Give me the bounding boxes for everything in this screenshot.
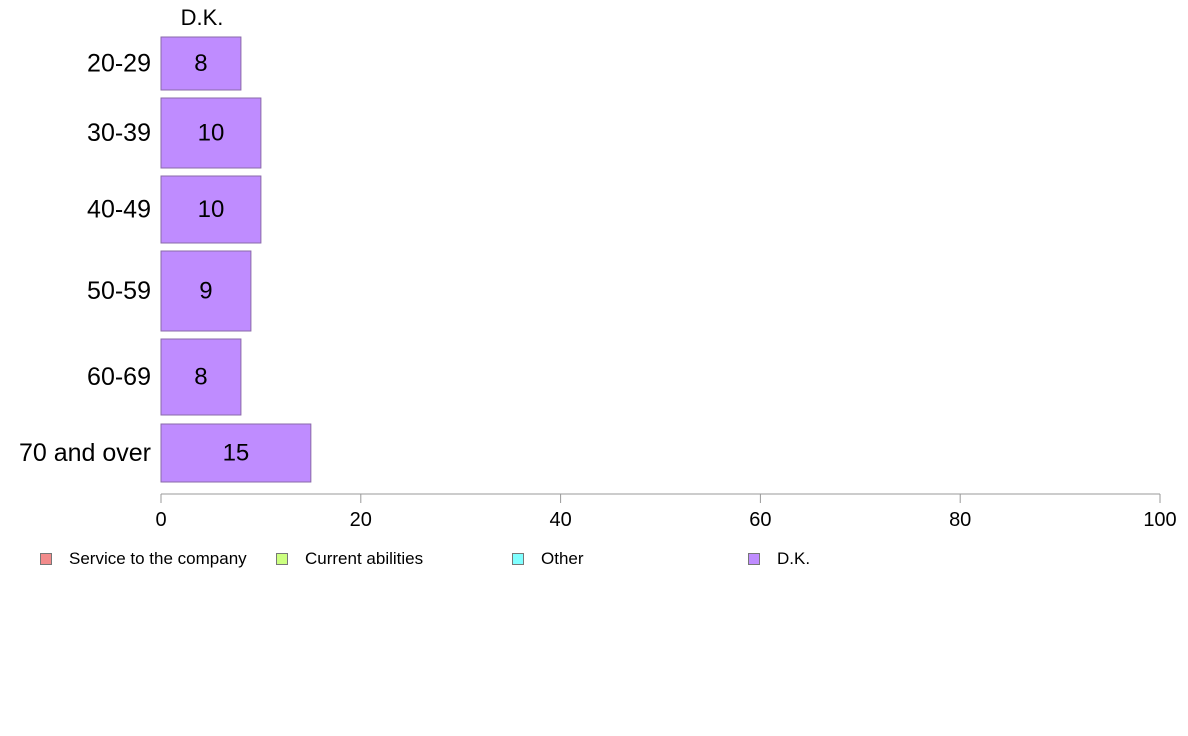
x-tick-label: 20 — [350, 509, 372, 531]
bar-d-k-40-49 — [160, 175, 262, 244]
category-label-40-49: 40-49 — [87, 196, 151, 224]
legend-item-current-abilities: Current abilities — [276, 549, 423, 569]
bar-d-k-30-39 — [160, 97, 262, 169]
legend-swatch-current-abilities — [276, 553, 288, 565]
x-tick-label: 60 — [749, 509, 771, 531]
legend-item-service-to-the-company: Service to the company — [40, 549, 247, 569]
bar-d-k-20-29 — [160, 36, 242, 91]
legend-item-other: Other — [512, 549, 584, 569]
data-label-70-and-over: 15 — [223, 440, 250, 467]
chart: D.K. 20-29 8 30-39 10 40-49 10 50-59 9 60-69 8 70 … — [19, 5, 1177, 531]
data-label-50-59: 9 — [199, 278, 212, 305]
legend-label: Current abilities — [305, 549, 424, 568]
data-label-30-39: 10 — [198, 120, 225, 147]
bar-d-k-50-59 — [160, 250, 252, 332]
category-label-30-39: 30-39 — [87, 119, 151, 147]
bar-d-k-60-69 — [160, 338, 242, 416]
legend-label: Service to the company — [69, 549, 247, 568]
category-label-70-and-over: 70 and over — [19, 439, 151, 467]
legend: Service to the company Current abilities… — [0, 549, 1188, 569]
x-tick-label: 0 — [155, 509, 166, 531]
legend-swatch-other — [512, 553, 524, 565]
legend-swatch-service-to-the-company — [40, 553, 52, 565]
category-label-20-29: 20-29 — [87, 50, 151, 78]
x-tick-label: 80 — [949, 509, 971, 531]
legend-swatch-dk — [748, 553, 760, 565]
bar-d-k-70-and-over — [160, 423, 312, 483]
legend-label: D.K. — [777, 549, 811, 568]
data-label-60-69: 8 — [194, 364, 207, 391]
data-label-20-29: 8 — [194, 50, 207, 77]
legend-item-dk: D.K. — [748, 549, 810, 569]
x-tick-label: 100 — [1143, 509, 1176, 531]
category-label-50-59: 50-59 — [87, 277, 151, 305]
x-tick-label: 40 — [549, 509, 571, 531]
column-header: D.K. — [181, 5, 224, 30]
legend-label: Other — [541, 549, 584, 568]
data-label-40-49: 10 — [198, 196, 225, 223]
category-label-60-69: 60-69 — [87, 363, 151, 391]
